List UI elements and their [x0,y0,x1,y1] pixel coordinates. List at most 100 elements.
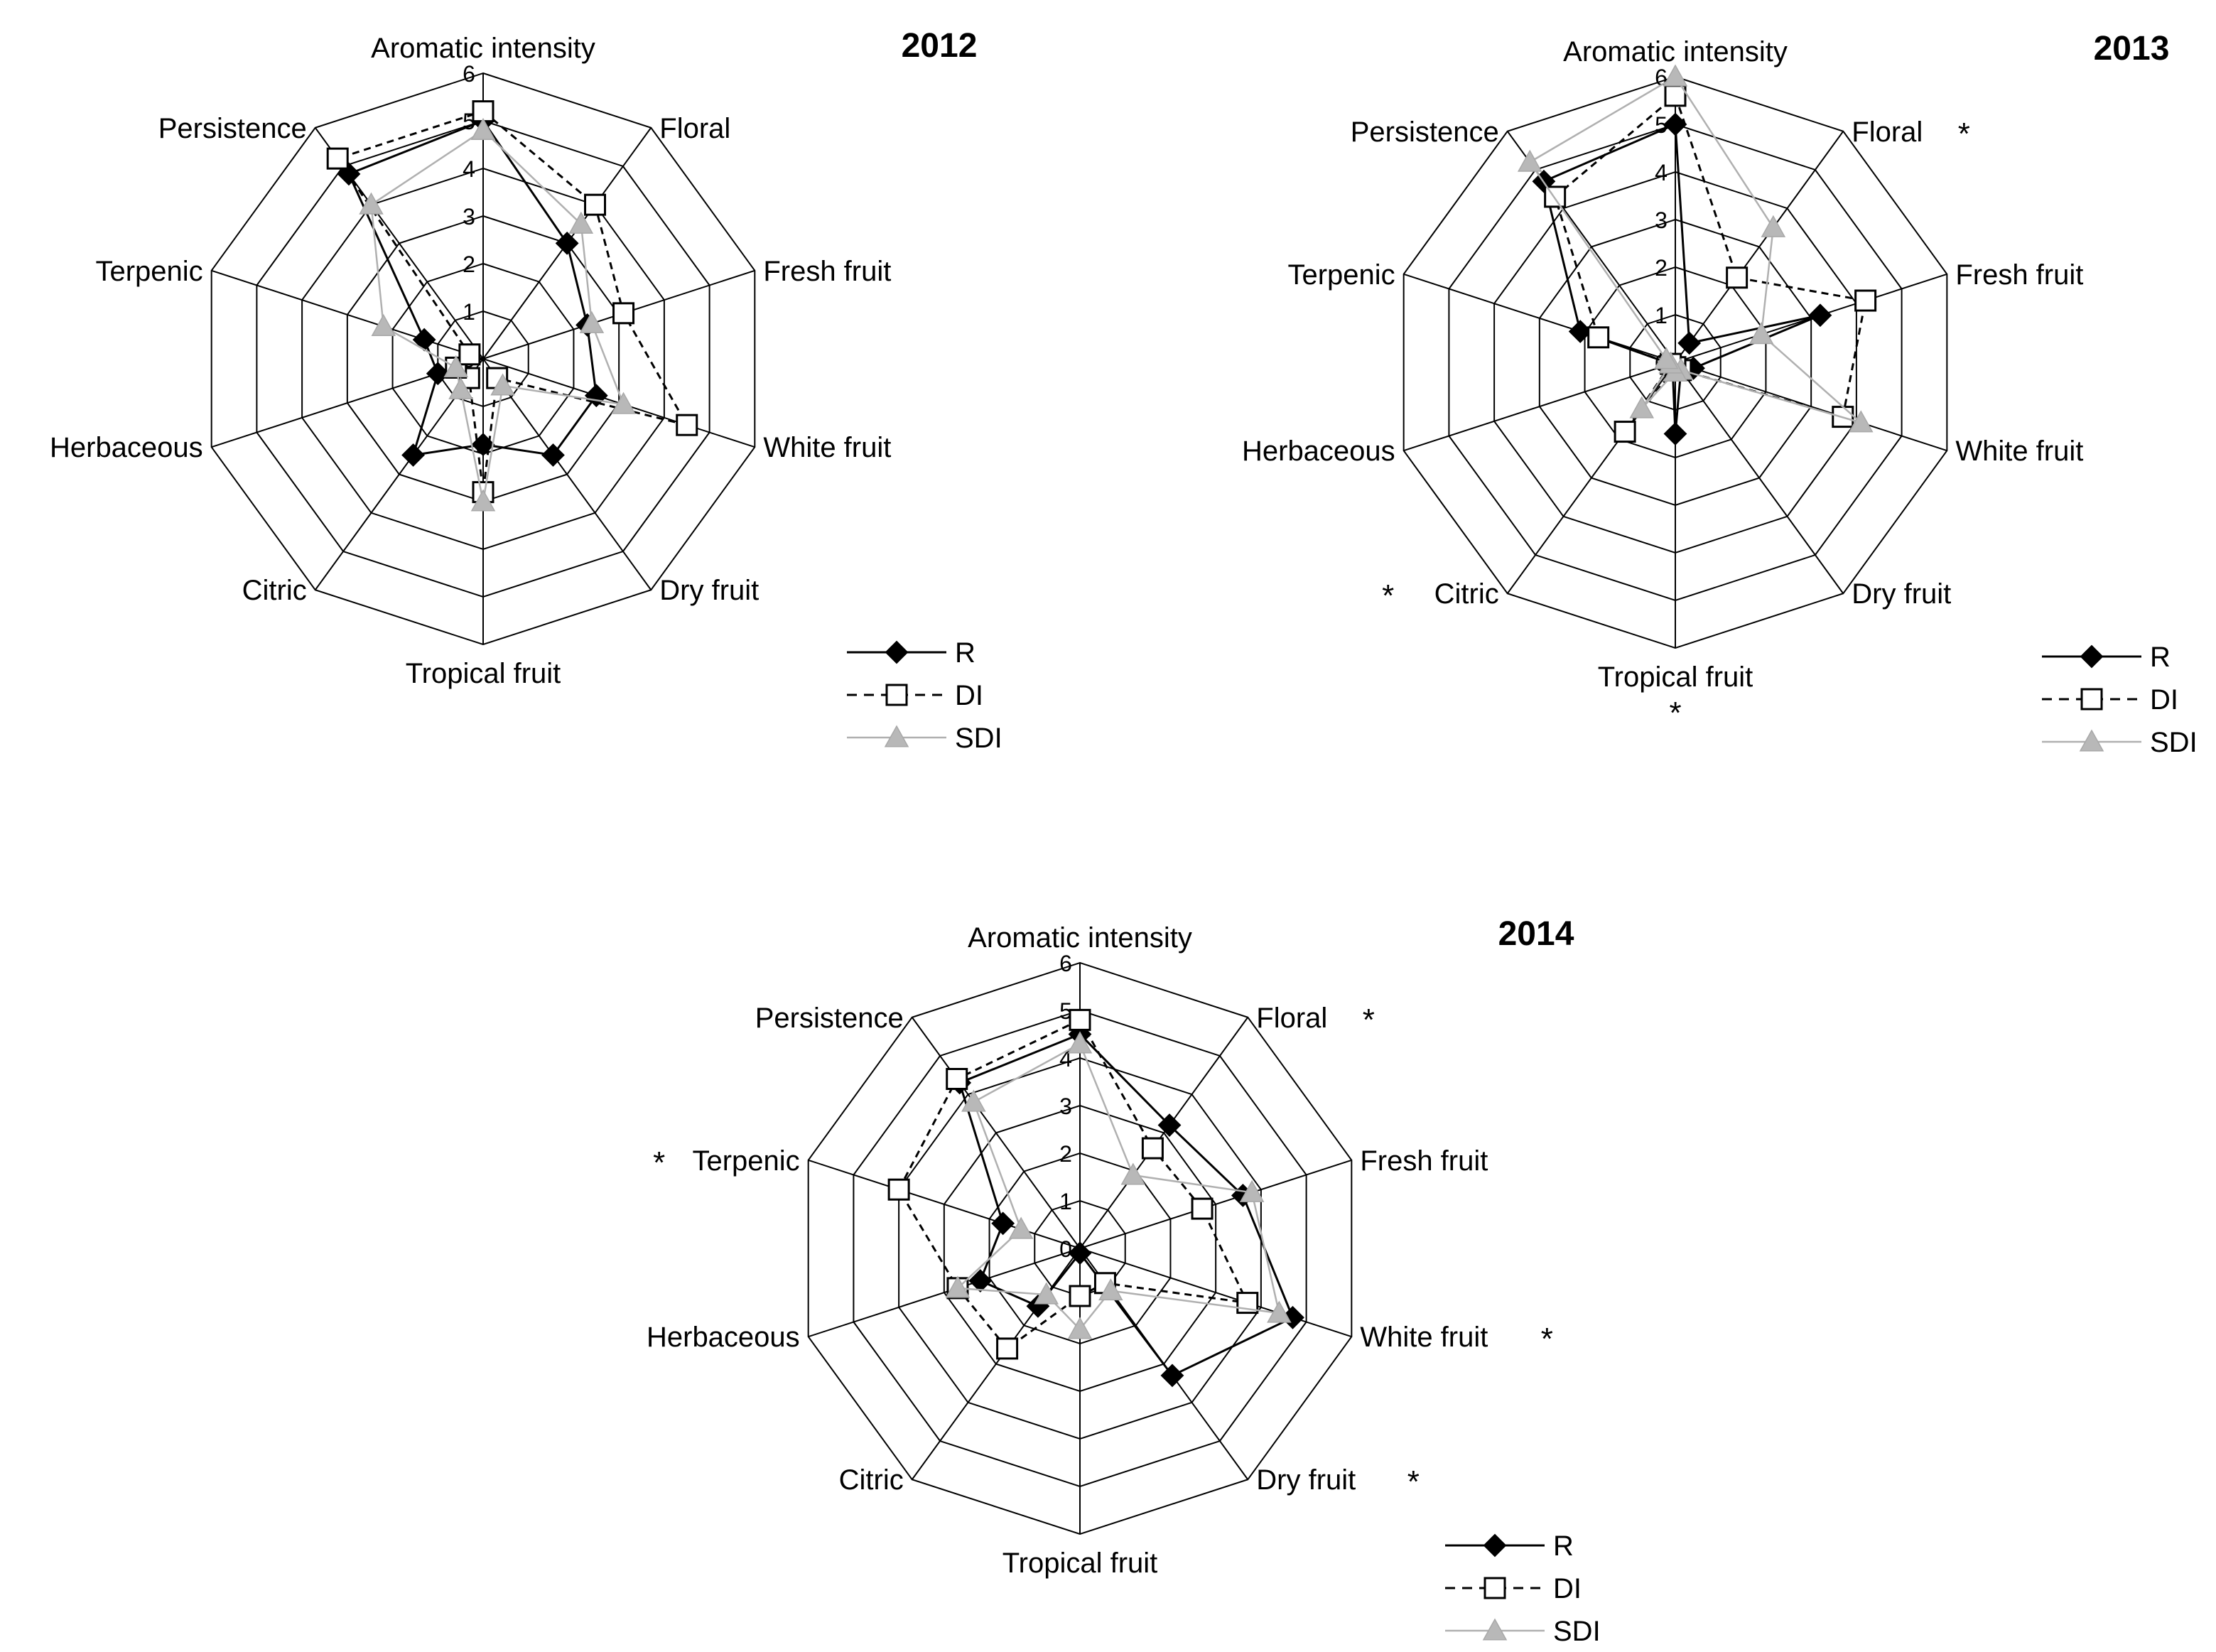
data-point-r [1663,422,1687,446]
axis-label-fresh-fruit: Fresh fruit [763,256,891,287]
axis-label-herbaceous: Herbaceous [647,1322,800,1353]
axis-label-terpenic: Terpenic [692,1145,799,1177]
axis-label-floral: Floral [659,113,730,144]
tick-label: 6 [1059,951,1072,976]
chart-title: 2013 [2094,30,2170,68]
data-point-sdi [1749,322,1774,345]
series-r [1532,112,1832,446]
data-point-r [991,1211,1015,1236]
data-point-sdi [371,313,396,337]
axis-label-tropical-fruit: Tropical fruit [1598,662,1753,693]
tick-label: 2 [463,252,475,277]
legend-marker-sdi [1482,1618,1508,1641]
series-line-di [335,109,689,492]
data-point-sdi [568,211,594,234]
axis-label-dry-fruit: Dry fruit [1852,578,1951,610]
axis-spoke [482,358,652,590]
data-point-sdi [1663,64,1688,87]
axis-spoke [911,1248,1081,1480]
tick-label: 3 [463,204,475,230]
data-point-sdi [1517,149,1542,172]
axis-spoke [1675,131,1844,363]
axis-label-dry-fruit: Dry fruit [1256,1464,1356,1496]
legend-label-di: DI [1553,1573,1582,1604]
axis-label-terpenic: Terpenic [1287,259,1395,291]
data-point-r [1160,1364,1184,1388]
tick-label: 2 [1655,255,1668,281]
legend-marker-r [2080,644,2104,669]
tick-label: 1 [463,299,475,325]
legend-marker-di [885,684,908,706]
legend-label-r: R [2150,642,2171,673]
axis-spoke [808,1159,1081,1249]
legend-label-sdi: SDI [2150,727,2198,758]
data-point-di [612,302,635,325]
tick-label: 2 [1059,1141,1072,1167]
data-point-di [1141,1137,1164,1160]
axis-label-white-fruit: White fruit [1955,436,2083,467]
axis-label-citric: Citric [242,575,307,606]
axis-spoke [1079,1159,1352,1249]
legend-label-di: DI [2150,684,2178,716]
axis-label-herbaceous: Herbaceous [50,432,203,463]
data-point-r [968,1269,993,1292]
axis-spoke [808,1248,1081,1338]
axis-spoke [911,1017,1081,1249]
tick-label: 1 [1059,1189,1072,1214]
legend-marker-r [885,640,909,664]
data-point-sdi [579,311,605,333]
significance-star: * [1407,1464,1420,1499]
axis-label-persistence: Persistence [158,113,307,144]
data-point-di [326,147,349,170]
data-point-sdi [1008,1216,1034,1239]
data-point-di [458,343,481,366]
data-point-sdi [1067,1317,1093,1339]
axis-spoke [1675,362,1844,594]
data-point-sdi [490,373,515,396]
legend-marker-r [1483,1533,1507,1557]
data-point-di [676,414,698,436]
legend: R DI SDI [1445,1530,1601,1647]
axis-label-floral: Floral [1852,117,1923,148]
axis-label-tropical-fruit: Tropical fruit [406,658,561,689]
data-point-sdi [1629,396,1655,419]
axis-label-tropical-fruit: Tropical fruit [1002,1548,1158,1579]
series-sdi [1517,64,1874,433]
axis-label-persistence: Persistence [755,1003,904,1034]
data-point-sdi [1848,410,1874,433]
data-point-sdi [961,1089,986,1112]
tick-label: 6 [463,61,475,87]
data-point-di [1069,1285,1091,1307]
axis-label-persistence: Persistence [1351,117,1499,148]
data-point-sdi [359,192,384,215]
data-point-di [1191,1197,1214,1220]
axis-spoke [1403,362,1676,452]
data-point-sdi [1067,1031,1093,1054]
tick-label: 5 [1059,998,1072,1024]
data-point-sdi [470,117,496,140]
data-point-di [1726,266,1749,289]
axis-label-white-fruit: White fruit [763,432,891,463]
legend-label-r: R [955,637,975,669]
legend-label-sdi: SDI [1553,1616,1601,1647]
significance-star: * [1363,1003,1375,1037]
data-point-r [412,328,436,352]
series-r [948,1022,1304,1388]
axis-spoke [1079,1017,1249,1249]
tick-label: 4 [463,156,475,182]
legend: R DI SDI [847,637,1002,754]
data-point-di [946,1068,968,1091]
data-point-sdi [945,1275,971,1298]
significance-star: * [1541,1322,1553,1356]
axis-spoke [1675,362,1947,452]
data-point-r [541,443,565,467]
axis-label-aromatic-intensity: Aromatic intensity [371,33,595,64]
data-point-di [1587,326,1610,349]
axis-spoke [1079,1248,1352,1338]
data-point-r [584,384,608,408]
data-point-sdi [470,489,496,512]
legend-label-di: DI [955,680,983,711]
tick-label: 1 [1655,303,1668,328]
axis-label-citric: Citric [839,1464,904,1496]
